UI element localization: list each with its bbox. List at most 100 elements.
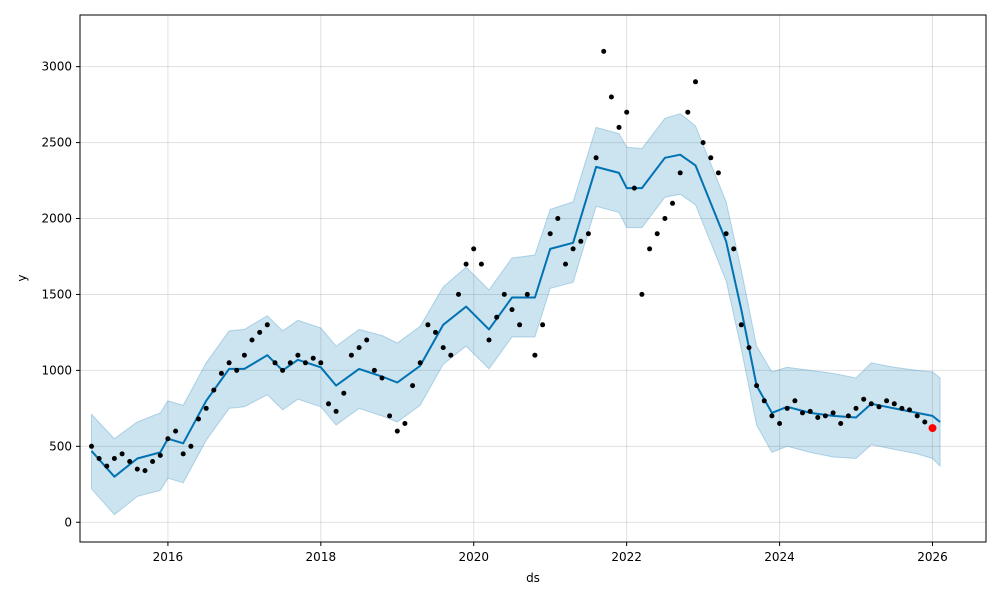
observed-point xyxy=(241,352,247,358)
observed-point xyxy=(272,360,278,366)
observed-point xyxy=(868,401,874,407)
observed-point xyxy=(379,375,385,381)
observed-point xyxy=(127,459,133,464)
observed-point xyxy=(585,231,591,237)
observed-point xyxy=(746,345,752,351)
observed-point xyxy=(494,314,500,320)
observed-point xyxy=(150,459,156,464)
observed-point xyxy=(738,322,744,328)
observed-point xyxy=(532,352,538,358)
observed-point xyxy=(226,360,232,366)
observed-point xyxy=(884,398,890,404)
observed-point xyxy=(318,360,324,366)
observed-point xyxy=(761,398,767,404)
observed-point xyxy=(891,401,897,407)
observed-point xyxy=(845,413,851,419)
observed-point xyxy=(173,428,179,434)
observed-point xyxy=(708,155,714,161)
observed-point xyxy=(356,345,362,351)
observed-point xyxy=(662,216,668,221)
observed-point xyxy=(119,451,125,457)
observed-point xyxy=(769,413,775,419)
observed-point xyxy=(486,337,492,343)
observed-point xyxy=(188,443,194,449)
x-axis-ticks: 2016 2018 2020 2022 2024 2026 xyxy=(153,542,948,564)
observed-point xyxy=(815,415,821,420)
y-axis-ticks: 0 500 1000 1500 2000 2500 3000 xyxy=(41,60,80,529)
y-tick-label: 2000 xyxy=(41,212,72,226)
observed-point xyxy=(134,466,140,472)
observed-point xyxy=(861,396,867,402)
observed-point xyxy=(601,48,607,54)
observed-point xyxy=(142,468,148,474)
observed-point xyxy=(394,428,400,434)
observed-point xyxy=(693,79,698,85)
observed-point xyxy=(165,436,171,442)
observed-point xyxy=(410,383,416,389)
y-tick-label: 2500 xyxy=(41,136,72,150)
observed-point xyxy=(310,355,316,361)
observed-point xyxy=(111,456,117,461)
observed-point xyxy=(899,405,905,411)
x-tick-label: 2026 xyxy=(917,550,948,564)
highlight-point-layer xyxy=(928,424,937,433)
observed-point xyxy=(104,463,110,469)
observed-point xyxy=(180,451,186,457)
observed-point xyxy=(341,390,347,396)
observed-point xyxy=(264,322,270,328)
observed-point xyxy=(838,421,844,426)
observed-point xyxy=(624,109,630,115)
observed-point xyxy=(608,94,614,100)
observed-point xyxy=(754,383,760,389)
observed-point xyxy=(456,291,461,297)
y-tick-label: 1000 xyxy=(41,363,72,377)
observed-point xyxy=(96,456,102,461)
observed-point xyxy=(211,387,217,393)
uncertainty-band-layer xyxy=(91,113,941,516)
observed-point xyxy=(280,367,286,373)
observed-point xyxy=(433,329,438,335)
observed-point xyxy=(348,352,354,358)
observed-point xyxy=(777,421,783,426)
observed-point xyxy=(616,124,622,130)
observed-point xyxy=(218,370,224,376)
observed-point xyxy=(448,352,454,358)
observed-point xyxy=(471,246,477,252)
observed-point xyxy=(700,140,706,146)
observed-point xyxy=(157,452,163,458)
observed-point xyxy=(387,413,393,419)
observed-point xyxy=(196,416,201,422)
y-tick-label: 0 xyxy=(64,515,72,529)
observed-point xyxy=(563,261,568,267)
observed-point xyxy=(547,231,553,237)
uncertainty-band xyxy=(91,113,941,516)
observed-point xyxy=(723,231,729,237)
observed-point xyxy=(631,185,637,191)
observed-point xyxy=(89,443,94,449)
observed-point xyxy=(876,404,882,410)
observed-point xyxy=(647,246,653,252)
x-tick-label: 2024 xyxy=(764,550,795,564)
y-tick-label: 500 xyxy=(49,439,72,453)
observed-point xyxy=(555,216,561,221)
observed-point xyxy=(830,410,836,416)
observed-point xyxy=(509,307,515,313)
observed-point xyxy=(501,291,507,297)
observed-point xyxy=(287,360,293,366)
observed-point xyxy=(914,413,920,419)
plot-frame xyxy=(79,14,987,543)
grid-lines xyxy=(80,15,986,542)
x-tick-label: 2018 xyxy=(306,550,337,564)
observed-point xyxy=(524,291,530,297)
x-tick-label: 2016 xyxy=(153,550,184,564)
observed-point xyxy=(800,410,805,416)
observed-point xyxy=(685,109,691,115)
observed-point xyxy=(639,291,645,297)
observed-point xyxy=(257,329,263,335)
observed-point xyxy=(654,231,660,237)
observed-point xyxy=(303,360,308,366)
observed-point xyxy=(593,155,599,161)
observed-point xyxy=(478,261,484,267)
observed-point xyxy=(364,337,370,343)
observed-point xyxy=(570,246,576,252)
